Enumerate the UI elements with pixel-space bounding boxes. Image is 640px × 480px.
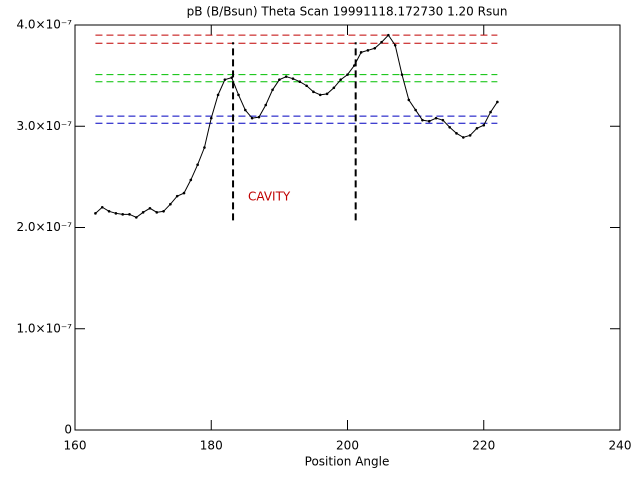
data-point — [434, 116, 438, 120]
data-point — [196, 163, 199, 167]
y-tick-label: 3.0×10⁻⁷ — [16, 119, 72, 133]
data-point — [441, 118, 445, 122]
data-point — [346, 73, 349, 76]
data-point — [325, 92, 329, 96]
data-point — [250, 116, 254, 120]
x-tick-label: 160 — [64, 439, 87, 453]
y-tick-label: 4.0×10⁻⁷ — [16, 18, 72, 32]
data-point — [94, 212, 97, 215]
data-point — [203, 146, 206, 149]
x-tick-label: 200 — [336, 439, 359, 453]
x-tick-label: 220 — [472, 439, 495, 453]
data-point — [448, 125, 451, 129]
data-point — [209, 116, 213, 120]
annotation: CAVITY — [248, 190, 291, 204]
data-point — [128, 213, 131, 216]
data-point — [305, 84, 308, 88]
data-point — [175, 194, 179, 198]
data-point — [359, 51, 363, 54]
data-point — [380, 40, 383, 44]
chart-title: pB (B/Bsun) Theta Scan 19991118.172730 1… — [187, 5, 508, 19]
data-point — [407, 98, 411, 102]
data-point — [271, 88, 274, 92]
x-axis-label: Position Angle — [305, 455, 390, 469]
data-point — [387, 33, 390, 37]
data-point — [100, 205, 104, 209]
data-point — [189, 178, 193, 182]
plot-frame — [74, 24, 621, 431]
data-point — [257, 115, 261, 119]
data-point — [298, 80, 302, 83]
data-point — [353, 64, 356, 67]
data-point — [114, 212, 118, 215]
data-point — [373, 46, 377, 50]
x-tick-label: 180 — [200, 439, 223, 453]
y-tick-label: 2.0×10⁻⁷ — [16, 220, 72, 234]
data-point — [278, 78, 281, 81]
data-point — [135, 216, 138, 219]
data-point — [312, 90, 315, 94]
data-point — [489, 110, 492, 114]
data-point — [414, 108, 417, 112]
data-point — [244, 108, 247, 112]
y-tick-label: 1.0×10⁻⁷ — [16, 321, 72, 335]
data-point — [455, 132, 458, 135]
data-point — [121, 213, 124, 216]
data-point — [496, 100, 499, 104]
data-line — [95, 34, 498, 218]
data-point — [318, 93, 322, 97]
y-tick-label: 0 — [64, 423, 72, 437]
data-point — [264, 103, 268, 107]
data-point — [216, 93, 220, 97]
data-point — [223, 78, 227, 81]
data-point — [162, 210, 165, 213]
data-point — [291, 77, 295, 80]
data-point — [230, 76, 233, 79]
data-point — [475, 126, 479, 130]
data-point — [284, 75, 288, 78]
data-point — [141, 211, 145, 214]
x-tick-label: 240 — [609, 439, 632, 453]
data-point — [400, 73, 404, 76]
data-point — [182, 191, 186, 195]
data-point — [393, 43, 397, 47]
data-point — [107, 210, 111, 213]
data-point — [155, 211, 159, 214]
data-point — [332, 86, 336, 90]
data-point — [482, 123, 486, 127]
data-point — [366, 49, 370, 52]
data-point — [339, 78, 342, 81]
data-point — [169, 202, 172, 206]
data-point — [427, 119, 431, 123]
data-point — [148, 206, 152, 210]
data-point — [421, 118, 424, 122]
data-point — [468, 134, 472, 137]
data-point — [462, 136, 465, 139]
data-point — [237, 93, 240, 97]
